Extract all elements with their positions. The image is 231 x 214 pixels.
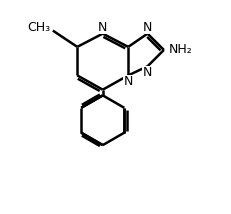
Text: N: N: [98, 21, 107, 34]
Text: N: N: [123, 75, 132, 88]
Text: N: N: [142, 21, 152, 34]
Text: N: N: [142, 66, 152, 79]
Text: NH₂: NH₂: [168, 43, 192, 56]
Text: CH₃: CH₃: [27, 21, 51, 34]
